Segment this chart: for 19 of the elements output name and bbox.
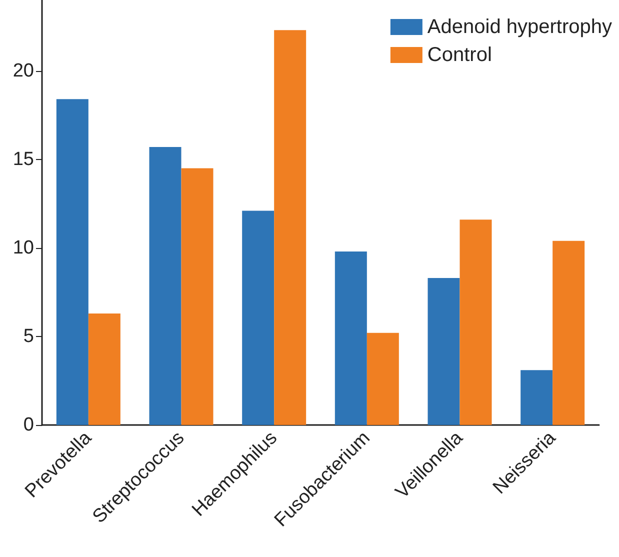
bar: [149, 146, 182, 425]
bar: [366, 332, 399, 425]
legend-label: Control: [427, 44, 492, 66]
bar: [181, 168, 214, 425]
y-tick-label: 10: [12, 237, 34, 258]
y-tick-label: 15: [12, 148, 34, 170]
y-tick-label: 5: [23, 326, 34, 347]
bar: [274, 30, 306, 425]
bar: [428, 278, 460, 425]
legend-label: Adenoid hypertrophy: [427, 16, 612, 38]
bar: [56, 99, 88, 425]
y-tick-label: 20: [12, 60, 34, 82]
bar: [88, 313, 120, 425]
bar: [334, 251, 367, 425]
bar: [520, 370, 553, 425]
bar: [460, 220, 492, 425]
y-tick-label: 0: [23, 414, 34, 436]
bar: [242, 210, 274, 425]
bar: [552, 240, 585, 425]
